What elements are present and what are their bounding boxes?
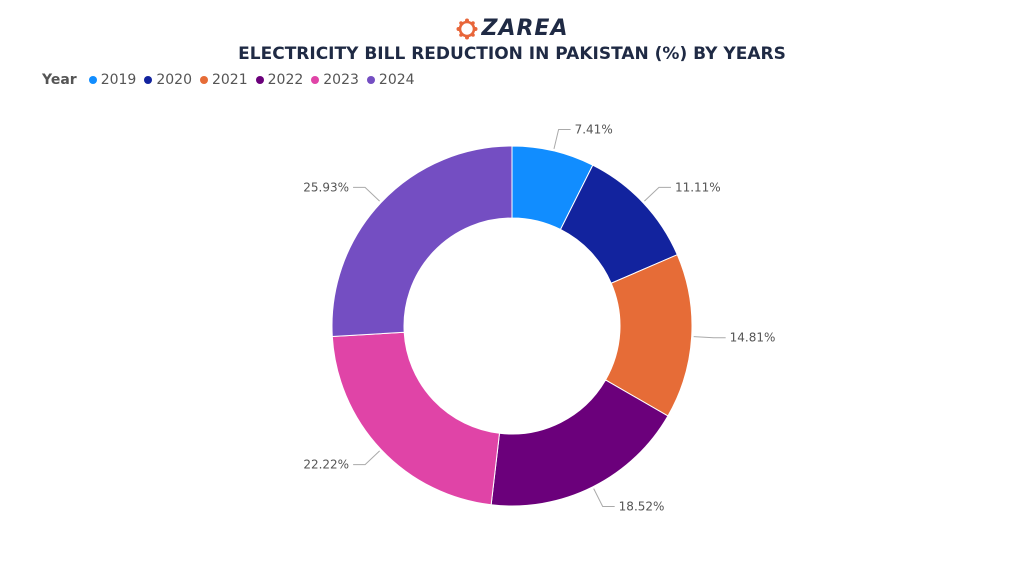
legend-swatch <box>88 76 97 84</box>
legend-swatch <box>199 76 208 84</box>
data-label-2021: 14.81% <box>730 331 776 345</box>
data-label-2020: 11.11% <box>675 180 721 194</box>
legend-item-2019[interactable]: 2019 <box>88 72 137 88</box>
data-label-2023: 22.22% <box>303 458 349 472</box>
legend-item-2022[interactable]: 2022 <box>255 72 304 88</box>
chart-legend: Year 2019 2020 2021 2022 2023 2024 <box>42 72 415 88</box>
donut-slice-2023[interactable] <box>331 331 501 506</box>
legend-swatch <box>255 76 264 84</box>
legend-swatch <box>144 76 153 84</box>
legend-swatch <box>366 76 375 84</box>
legend-item-2021[interactable]: 2021 <box>199 72 248 88</box>
gear-flower-icon <box>456 18 477 39</box>
legend-label: 2020 <box>156 72 192 88</box>
legend-item-2024[interactable]: 2024 <box>366 72 415 88</box>
data-label-2024: 25.93% <box>303 180 349 194</box>
legend-item-2023[interactable]: 2023 <box>311 72 359 88</box>
legend-title: Year <box>42 72 77 88</box>
leader-line <box>353 186 380 202</box>
legend-label: 2022 <box>267 72 304 88</box>
legend-label: 2023 <box>323 72 359 88</box>
legend-label: 2024 <box>378 72 415 88</box>
leader-line <box>553 128 571 150</box>
donut-slice-2024[interactable] <box>331 145 513 338</box>
leader-line <box>644 186 671 202</box>
leader-line <box>593 488 615 507</box>
data-label-2022: 18.52% <box>619 499 665 513</box>
legend-item-2020[interactable]: 2020 <box>144 72 192 88</box>
leader-line <box>693 336 726 339</box>
leader-line <box>353 450 380 466</box>
brand-name: ZAREA <box>481 16 569 41</box>
brand-logo: ZAREA <box>0 16 1024 41</box>
legend-label: 2019 <box>100 72 137 88</box>
chart-title: ELECTRICITY BILL REDUCTION IN PAKISTAN (… <box>238 44 786 64</box>
legend-swatch <box>311 76 320 84</box>
legend-label: 2021 <box>211 72 248 88</box>
data-label-2019: 7.41% <box>575 122 613 136</box>
